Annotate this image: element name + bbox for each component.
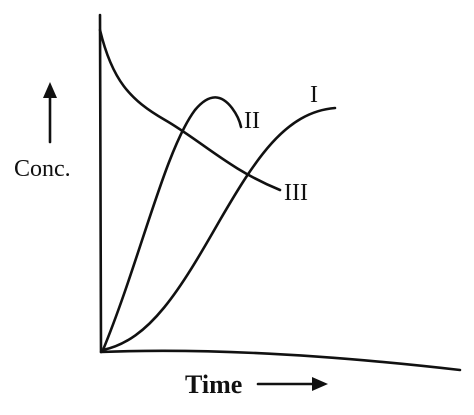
x-arrow-head <box>312 377 328 391</box>
curve-ii <box>101 96 243 352</box>
curve-label: II <box>244 108 260 134</box>
curve-label: I <box>310 82 318 108</box>
curve-iii <box>98 28 282 192</box>
y-arrow-head <box>43 82 57 98</box>
x-axis <box>99 349 462 372</box>
y-axis <box>98 13 103 354</box>
curve-label: III <box>284 180 308 206</box>
x-label: Time <box>185 370 242 399</box>
curve-i <box>101 106 337 352</box>
y-label: Conc. <box>14 156 71 182</box>
